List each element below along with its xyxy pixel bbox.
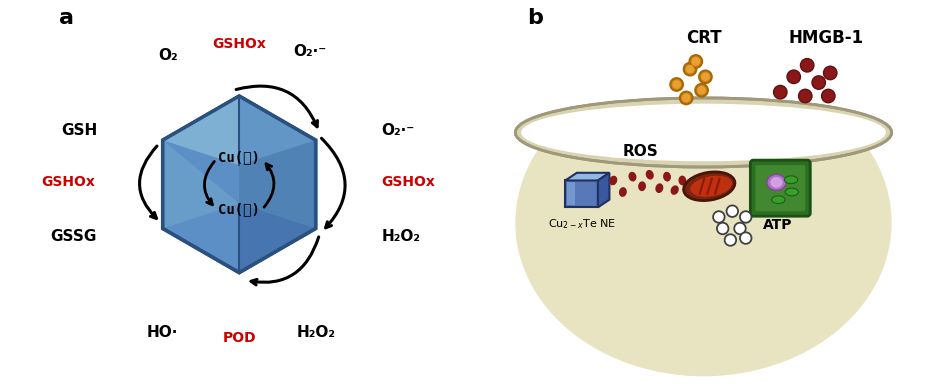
Ellipse shape bbox=[628, 172, 637, 182]
Ellipse shape bbox=[684, 63, 696, 76]
Ellipse shape bbox=[619, 187, 627, 197]
Polygon shape bbox=[162, 140, 239, 228]
Ellipse shape bbox=[656, 183, 663, 193]
Ellipse shape bbox=[785, 188, 798, 196]
Polygon shape bbox=[566, 180, 598, 207]
Text: O₂·⁻: O₂·⁻ bbox=[294, 44, 326, 60]
Text: CRT: CRT bbox=[686, 30, 721, 47]
Ellipse shape bbox=[515, 98, 892, 167]
Text: H₂O₂: H₂O₂ bbox=[381, 228, 420, 244]
Polygon shape bbox=[630, 176, 634, 182]
Text: ROS: ROS bbox=[622, 144, 658, 159]
FancyBboxPatch shape bbox=[755, 165, 805, 211]
Ellipse shape bbox=[798, 89, 812, 103]
Ellipse shape bbox=[717, 223, 729, 234]
Text: O₂: O₂ bbox=[159, 48, 178, 63]
Ellipse shape bbox=[800, 58, 814, 72]
Ellipse shape bbox=[702, 73, 710, 81]
Ellipse shape bbox=[673, 80, 681, 89]
Text: Cu(Ⅱ): Cu(Ⅱ) bbox=[219, 202, 260, 216]
Polygon shape bbox=[598, 173, 610, 207]
Ellipse shape bbox=[699, 70, 712, 83]
Text: Cu(Ⅰ): Cu(Ⅰ) bbox=[219, 151, 260, 164]
Ellipse shape bbox=[515, 69, 892, 376]
Ellipse shape bbox=[645, 170, 654, 179]
Ellipse shape bbox=[663, 172, 671, 182]
Ellipse shape bbox=[609, 176, 617, 185]
Ellipse shape bbox=[697, 86, 705, 94]
Text: GSHOx: GSHOx bbox=[381, 175, 435, 189]
Ellipse shape bbox=[713, 211, 725, 223]
Ellipse shape bbox=[690, 176, 732, 197]
Text: b: b bbox=[527, 8, 543, 28]
Ellipse shape bbox=[822, 89, 835, 103]
Polygon shape bbox=[621, 192, 625, 197]
Ellipse shape bbox=[671, 185, 679, 195]
Text: Cu$_{2-x}$Te NE: Cu$_{2-x}$Te NE bbox=[549, 217, 616, 231]
Ellipse shape bbox=[695, 84, 708, 97]
Text: GSH: GSH bbox=[61, 123, 98, 138]
Polygon shape bbox=[648, 174, 652, 180]
Polygon shape bbox=[239, 96, 316, 165]
Ellipse shape bbox=[680, 91, 692, 104]
Polygon shape bbox=[239, 204, 316, 273]
Text: HMGB-1: HMGB-1 bbox=[789, 30, 864, 47]
Ellipse shape bbox=[682, 94, 690, 102]
Ellipse shape bbox=[787, 70, 800, 84]
Polygon shape bbox=[665, 176, 669, 182]
Ellipse shape bbox=[812, 76, 825, 89]
Ellipse shape bbox=[740, 232, 751, 244]
Ellipse shape bbox=[727, 205, 738, 217]
Ellipse shape bbox=[686, 65, 694, 73]
Ellipse shape bbox=[824, 66, 837, 80]
Ellipse shape bbox=[740, 211, 751, 223]
Polygon shape bbox=[640, 186, 644, 192]
Text: POD: POD bbox=[222, 331, 256, 345]
Polygon shape bbox=[612, 180, 615, 185]
Ellipse shape bbox=[767, 174, 786, 190]
Polygon shape bbox=[567, 182, 575, 205]
Text: a: a bbox=[59, 8, 74, 28]
Ellipse shape bbox=[725, 234, 736, 246]
Text: ATP: ATP bbox=[763, 218, 793, 232]
Text: GSSG: GSSG bbox=[51, 228, 98, 244]
Bar bbox=[511, 0, 896, 132]
Text: HO·: HO· bbox=[146, 324, 178, 340]
Polygon shape bbox=[239, 140, 316, 228]
Ellipse shape bbox=[770, 177, 782, 188]
Text: O₂·⁻: O₂·⁻ bbox=[381, 123, 415, 138]
Ellipse shape bbox=[784, 176, 798, 184]
Ellipse shape bbox=[772, 196, 785, 204]
Polygon shape bbox=[680, 180, 685, 186]
Text: GSHOx: GSHOx bbox=[212, 37, 266, 51]
Text: H₂O₂: H₂O₂ bbox=[296, 324, 336, 340]
Text: GSHOx: GSHOx bbox=[41, 175, 95, 189]
Ellipse shape bbox=[638, 181, 646, 191]
Ellipse shape bbox=[691, 57, 700, 66]
Ellipse shape bbox=[774, 85, 787, 99]
Polygon shape bbox=[162, 96, 239, 165]
Ellipse shape bbox=[671, 78, 683, 91]
Polygon shape bbox=[162, 96, 316, 273]
FancyBboxPatch shape bbox=[750, 160, 810, 216]
Ellipse shape bbox=[522, 104, 885, 161]
Ellipse shape bbox=[678, 175, 687, 185]
Ellipse shape bbox=[684, 172, 734, 200]
Polygon shape bbox=[673, 189, 676, 195]
Ellipse shape bbox=[689, 55, 703, 68]
Polygon shape bbox=[566, 173, 610, 180]
Ellipse shape bbox=[734, 223, 746, 234]
Polygon shape bbox=[658, 188, 661, 193]
